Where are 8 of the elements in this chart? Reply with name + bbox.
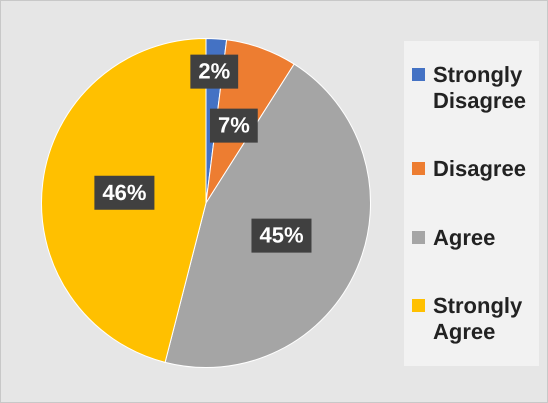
legend-label: Agree <box>433 224 496 251</box>
legend-label: Strongly Disagree <box>433 62 527 114</box>
data-label: 46% <box>102 180 146 205</box>
data-label: 2% <box>198 58 230 84</box>
legend-label: Disagree <box>433 156 526 182</box>
data-label: 45% <box>259 222 304 248</box>
data-label: 7% <box>218 112 250 138</box>
legend-label: Strongly Agree <box>433 292 524 345</box>
